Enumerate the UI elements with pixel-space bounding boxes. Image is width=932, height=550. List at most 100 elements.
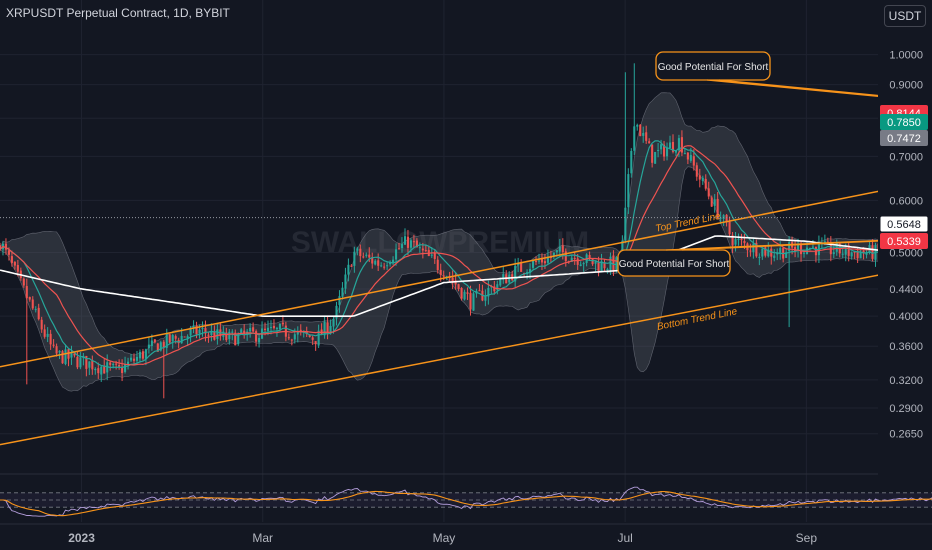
candle-body xyxy=(243,330,246,334)
candle-body xyxy=(129,357,133,361)
candle-body xyxy=(442,275,445,277)
candle-body xyxy=(451,277,454,282)
candle-body xyxy=(674,150,678,153)
candle-body xyxy=(338,296,341,305)
candle-body xyxy=(344,274,347,289)
candle-body xyxy=(281,322,284,325)
candle-body xyxy=(493,286,496,292)
candle-body xyxy=(159,342,162,351)
time-tick-label: Jul xyxy=(617,531,632,545)
candle-body xyxy=(258,337,261,343)
candle-body xyxy=(13,262,16,266)
candle-body xyxy=(740,238,743,241)
price-tick-label: 0.3600 xyxy=(889,341,923,353)
candle-body xyxy=(466,292,469,294)
candle-body xyxy=(371,257,374,264)
candle-body xyxy=(350,265,353,267)
candle-body xyxy=(395,249,398,260)
candle-body xyxy=(633,126,636,151)
candle-body xyxy=(383,266,386,268)
candle-body xyxy=(198,329,201,334)
candle-body xyxy=(252,327,255,332)
candle-body xyxy=(308,334,311,337)
candle-body xyxy=(624,207,627,241)
price-badge-label: 0.5648 xyxy=(887,219,921,231)
ma-slow-line xyxy=(0,235,932,317)
candle-body xyxy=(424,249,427,251)
candle-body xyxy=(758,256,761,258)
candle-body xyxy=(853,251,856,253)
candle-body xyxy=(263,328,267,330)
candle-body xyxy=(112,363,115,366)
candle-body xyxy=(785,252,788,258)
candle-body xyxy=(752,243,755,253)
candle-body xyxy=(788,242,791,252)
candle-body xyxy=(192,325,195,329)
candle-body xyxy=(630,150,633,174)
candle-body xyxy=(204,328,207,334)
currency-button[interactable]: USDT xyxy=(884,5,926,27)
candle-body xyxy=(469,292,472,310)
candle-body xyxy=(225,332,228,341)
candle-body xyxy=(731,235,734,246)
candle-body xyxy=(704,178,707,189)
candle-body xyxy=(570,257,573,262)
candle-body xyxy=(546,256,549,263)
candle-body xyxy=(37,307,40,320)
candle-body xyxy=(555,250,558,253)
candle-body xyxy=(433,253,436,259)
candle-body xyxy=(665,147,669,157)
callout-bottom-pointer xyxy=(665,237,932,251)
candle-body xyxy=(552,252,555,257)
price-tick-label: 0.4400 xyxy=(889,284,923,296)
top-trend-line xyxy=(0,179,932,368)
candle-body xyxy=(52,344,55,346)
candle-body xyxy=(165,334,168,348)
candle-body xyxy=(728,221,731,235)
price-badge-label: 0.7850 xyxy=(887,117,921,129)
candle-body xyxy=(240,329,243,334)
candle-body xyxy=(627,174,630,208)
candle-body xyxy=(386,265,389,267)
candle-body xyxy=(76,356,79,368)
candle-body xyxy=(725,214,728,223)
candle-body xyxy=(478,290,481,292)
price-badge-label: 0.5339 xyxy=(887,236,921,248)
candle-body xyxy=(713,199,716,206)
candle-body xyxy=(502,274,505,280)
candle-body xyxy=(484,295,487,301)
candle-body xyxy=(341,287,344,297)
price-badge-0.7472 xyxy=(880,130,928,146)
price-tick-label: 0.7000 xyxy=(889,151,923,163)
candle-body xyxy=(603,262,606,269)
candle-body xyxy=(156,343,159,352)
candle-body xyxy=(201,328,204,330)
candle-body xyxy=(138,351,141,359)
candle-body xyxy=(55,346,58,354)
candle-body xyxy=(651,144,654,163)
candle-body xyxy=(517,263,520,266)
candle-body xyxy=(400,244,404,249)
candle-body xyxy=(648,141,651,144)
candle-body xyxy=(832,252,835,255)
ma-fast-line xyxy=(0,140,932,369)
callout-top: Good Potential For Short xyxy=(655,51,771,81)
candle-body xyxy=(147,344,150,349)
callout-bottom-label: Good Potential For Short xyxy=(619,259,730,270)
candle-body xyxy=(31,299,34,309)
candle-body xyxy=(573,258,576,260)
candle-body xyxy=(103,366,106,374)
candle-body xyxy=(100,366,103,375)
candle-body xyxy=(859,251,862,259)
candle-body xyxy=(368,254,371,258)
candle-body xyxy=(311,337,314,340)
candle-body xyxy=(332,318,335,327)
candle-body xyxy=(829,241,832,255)
candle-body xyxy=(514,265,517,282)
candle-body xyxy=(269,327,273,329)
time-axis: 2023MarMayJulSepNov2024MarMay xyxy=(0,523,932,545)
candle-body xyxy=(109,362,112,365)
candle-body xyxy=(153,339,156,343)
candle-body xyxy=(800,244,803,255)
